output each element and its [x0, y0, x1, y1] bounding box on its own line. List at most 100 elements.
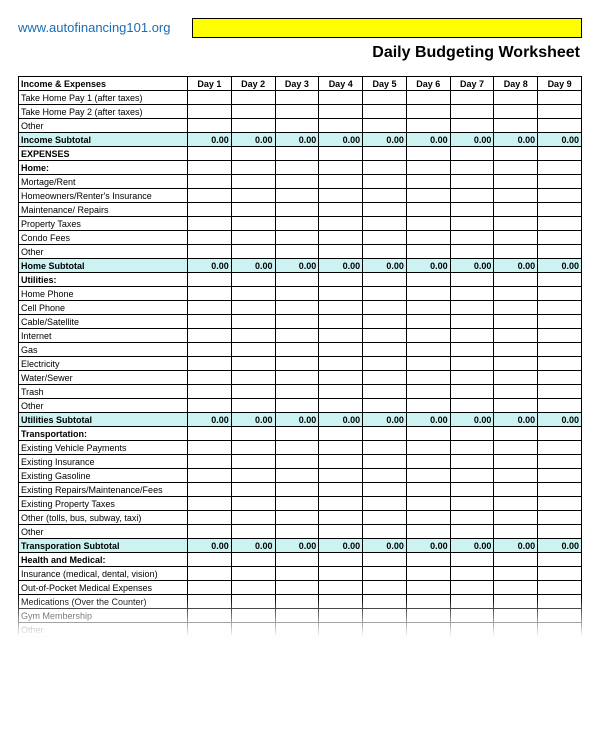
cell[interactable] — [319, 329, 363, 343]
cell[interactable]: 0.00 — [538, 539, 582, 553]
cell[interactable]: 0.00 — [275, 413, 319, 427]
cell[interactable] — [188, 399, 232, 413]
cell[interactable] — [363, 427, 407, 441]
cell[interactable] — [188, 595, 232, 609]
cell[interactable] — [231, 525, 275, 539]
cell[interactable] — [231, 441, 275, 455]
cell[interactable] — [494, 469, 538, 483]
cell[interactable] — [494, 525, 538, 539]
cell[interactable] — [406, 553, 450, 567]
cell[interactable] — [363, 91, 407, 105]
cell[interactable]: 0.00 — [319, 413, 363, 427]
cell[interactable] — [319, 427, 363, 441]
cell[interactable] — [319, 301, 363, 315]
cell[interactable] — [363, 623, 407, 637]
cell[interactable]: 0.00 — [319, 539, 363, 553]
cell[interactable] — [188, 567, 232, 581]
cell[interactable]: 0.00 — [231, 413, 275, 427]
cell[interactable] — [494, 105, 538, 119]
cell[interactable] — [538, 511, 582, 525]
cell[interactable]: 0.00 — [494, 259, 538, 273]
cell[interactable] — [363, 357, 407, 371]
cell[interactable] — [188, 301, 232, 315]
cell[interactable]: 0.00 — [188, 413, 232, 427]
cell[interactable] — [231, 161, 275, 175]
cell[interactable] — [319, 231, 363, 245]
cell[interactable] — [406, 469, 450, 483]
cell[interactable] — [363, 329, 407, 343]
cell[interactable] — [363, 315, 407, 329]
cell[interactable] — [231, 427, 275, 441]
cell[interactable] — [188, 469, 232, 483]
cell[interactable] — [494, 217, 538, 231]
cell[interactable] — [275, 581, 319, 595]
cell[interactable] — [275, 525, 319, 539]
cell[interactable] — [319, 441, 363, 455]
cell[interactable] — [319, 623, 363, 637]
cell[interactable] — [538, 497, 582, 511]
cell[interactable] — [363, 287, 407, 301]
cell[interactable] — [494, 483, 538, 497]
cell[interactable] — [188, 329, 232, 343]
cell[interactable] — [538, 91, 582, 105]
cell[interactable] — [188, 623, 232, 637]
cell[interactable] — [188, 175, 232, 189]
cell[interactable] — [450, 581, 494, 595]
cell[interactable] — [450, 301, 494, 315]
cell[interactable]: 0.00 — [538, 133, 582, 147]
cell[interactable] — [188, 245, 232, 259]
cell[interactable] — [363, 343, 407, 357]
cell[interactable] — [275, 315, 319, 329]
cell[interactable] — [275, 273, 319, 287]
cell[interactable] — [275, 105, 319, 119]
cell[interactable] — [450, 525, 494, 539]
cell[interactable]: 0.00 — [363, 539, 407, 553]
cell[interactable] — [538, 609, 582, 623]
cell[interactable] — [275, 427, 319, 441]
cell[interactable] — [538, 217, 582, 231]
cell[interactable]: 0.00 — [538, 259, 582, 273]
cell[interactable] — [538, 371, 582, 385]
cell[interactable] — [450, 175, 494, 189]
cell[interactable] — [188, 343, 232, 357]
cell[interactable] — [319, 567, 363, 581]
cell[interactable] — [188, 105, 232, 119]
cell[interactable] — [275, 553, 319, 567]
cell[interactable] — [188, 315, 232, 329]
cell[interactable] — [231, 273, 275, 287]
cell[interactable] — [406, 301, 450, 315]
cell[interactable] — [363, 455, 407, 469]
cell[interactable] — [188, 511, 232, 525]
cell[interactable] — [188, 455, 232, 469]
cell[interactable] — [363, 105, 407, 119]
cell[interactable] — [275, 567, 319, 581]
cell[interactable] — [538, 287, 582, 301]
cell[interactable] — [494, 623, 538, 637]
cell[interactable]: 0.00 — [231, 259, 275, 273]
cell[interactable]: 0.00 — [494, 539, 538, 553]
cell[interactable] — [406, 245, 450, 259]
cell[interactable] — [494, 427, 538, 441]
cell[interactable] — [363, 581, 407, 595]
cell[interactable]: 0.00 — [363, 259, 407, 273]
cell[interactable] — [494, 455, 538, 469]
cell[interactable] — [188, 427, 232, 441]
cell[interactable] — [319, 399, 363, 413]
cell[interactable] — [231, 301, 275, 315]
cell[interactable] — [494, 567, 538, 581]
cell[interactable] — [231, 399, 275, 413]
cell[interactable] — [275, 497, 319, 511]
cell[interactable] — [538, 119, 582, 133]
cell[interactable] — [450, 119, 494, 133]
cell[interactable] — [231, 469, 275, 483]
cell[interactable] — [319, 609, 363, 623]
cell[interactable] — [319, 553, 363, 567]
cell[interactable] — [406, 273, 450, 287]
cell[interactable] — [188, 483, 232, 497]
cell[interactable]: 0.00 — [406, 259, 450, 273]
cell[interactable] — [275, 203, 319, 217]
cell[interactable] — [406, 609, 450, 623]
cell[interactable] — [538, 245, 582, 259]
cell[interactable]: 0.00 — [363, 133, 407, 147]
cell[interactable] — [363, 371, 407, 385]
